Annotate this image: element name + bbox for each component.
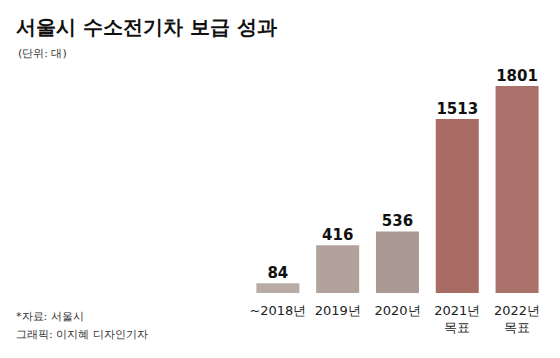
svg-text:1801: 1801 (496, 67, 538, 85)
html-text:서울시 수소전기차 보급 성과: 서울시 수소전기차 보급 성과 (16, 15, 277, 39)
svg-text:2019년: 2019년 (315, 303, 361, 318)
svg-text:84: 84 (267, 264, 288, 282)
svg-text:2022년목표: 2022년목표 (494, 303, 540, 335)
html-text:(단위: 대): (단위: 대) (18, 47, 67, 60)
svg-text:2021년목표: 2021년목표 (434, 303, 480, 335)
svg-text:416: 416 (322, 226, 353, 244)
svg-text:~2018년: ~2018년 (249, 303, 306, 318)
svg-text:1513: 1513 (436, 100, 478, 118)
html-text:*자료: 서울시: *자료: 서울시 (16, 310, 84, 323)
html-text:그래픽: 이지혜 디자인기자: 그래픽: 이지혜 디자인기자 (16, 328, 148, 341)
svg-text:536: 536 (382, 212, 413, 230)
svg-text:2020년: 2020년 (374, 303, 420, 318)
